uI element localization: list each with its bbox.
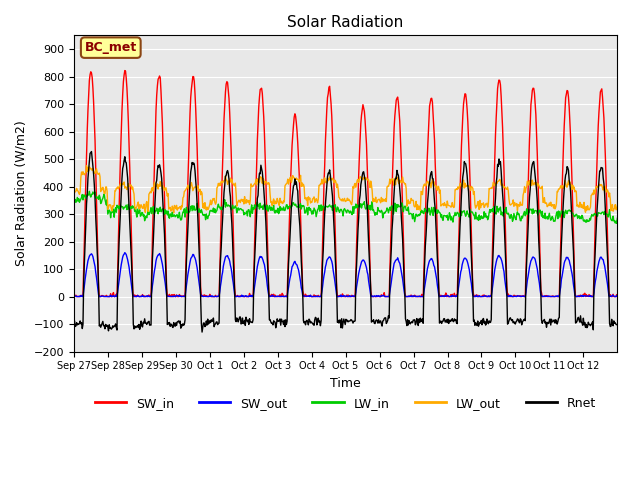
Legend: SW_in, SW_out, LW_in, LW_out, Rnet: SW_in, SW_out, LW_in, LW_out, Rnet xyxy=(90,392,601,415)
X-axis label: Time: Time xyxy=(330,377,361,390)
Text: BC_met: BC_met xyxy=(84,41,137,54)
Title: Solar Radiation: Solar Radiation xyxy=(287,15,404,30)
Y-axis label: Solar Radiation (W/m2): Solar Radiation (W/m2) xyxy=(15,120,28,266)
